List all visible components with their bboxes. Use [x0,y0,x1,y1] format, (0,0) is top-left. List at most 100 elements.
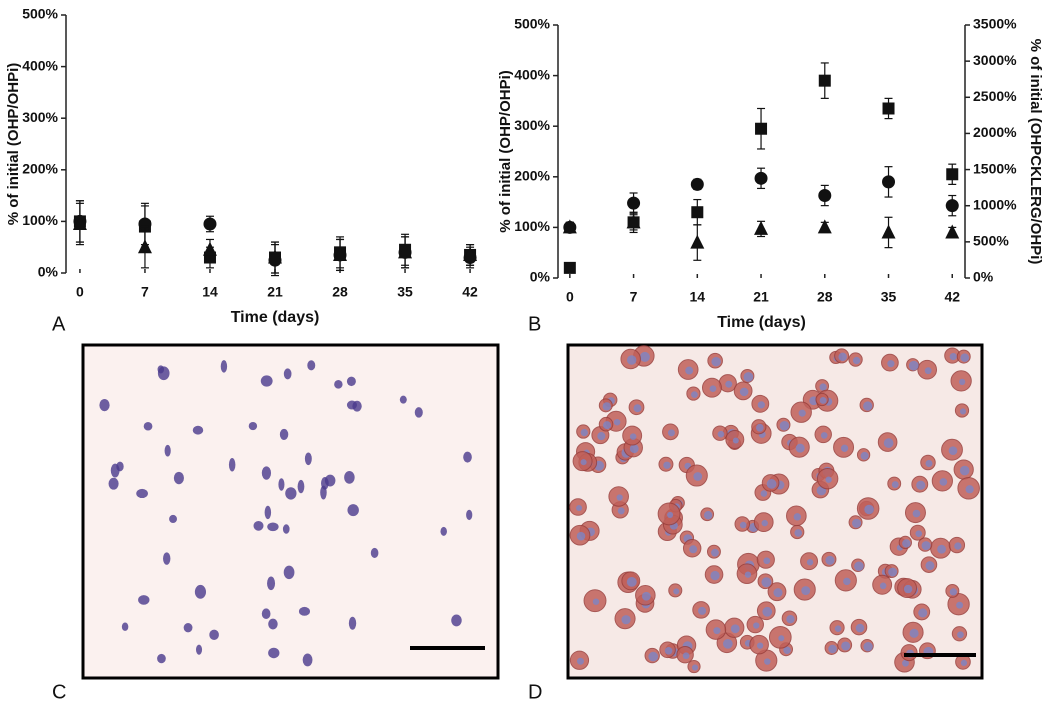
nucleus [863,642,873,652]
marker-circle [203,217,217,231]
nucleus [183,622,193,633]
nucleus [722,638,733,649]
marker-square [818,74,831,87]
y-tick-label: 500% [514,16,550,32]
nucleus [957,631,964,639]
marker-square [882,102,895,115]
nucleus [173,471,184,485]
nucleus [915,530,923,538]
nucleus [195,644,203,655]
nucleus [143,422,153,431]
marker-triangle [137,239,152,254]
nucleus [709,385,717,393]
nucleus [278,478,285,491]
x-tick-label: 7 [630,289,638,305]
marker-circle [945,199,959,213]
nucleus [99,399,110,412]
x-axis-label: Time (days) [231,309,320,326]
nucleus [773,588,783,598]
nucleus [838,352,847,362]
nucleus [664,646,673,655]
marker-circle [882,175,896,189]
marker-triangle [817,219,832,234]
nucleus [693,472,703,481]
nucleus [903,584,913,594]
nucleus [399,395,407,404]
marker-circle [138,217,152,231]
nucleus [755,423,764,432]
nucleus [163,552,171,565]
marker-triangle [690,234,705,249]
nucleus [854,561,864,572]
x-tick-label: 42 [944,289,960,305]
nucleus [925,561,935,571]
nucleus [320,485,327,500]
x-tick-label: 0 [566,289,574,305]
nucleus [209,629,219,641]
nucleus [157,653,166,664]
nucleus [346,400,357,410]
x-axis-label: Time (days) [717,314,806,331]
nucleus [783,646,791,654]
x-tick-label: 42 [462,284,478,300]
y-axis-label: % of initial (OHP/OHPi) [497,70,514,233]
nucleus [629,444,639,454]
nucleus [763,557,771,565]
marker-square [946,168,959,181]
nucleus [228,457,236,472]
nucleus [268,618,278,630]
nucleus [324,474,336,487]
nucleus [580,459,587,466]
panel-label: C [52,681,66,703]
nucleus [912,509,921,518]
nucleus [297,479,305,494]
nucleus [840,444,849,452]
nucleus [689,545,698,554]
nucleus [682,652,690,660]
nucleus [863,401,873,411]
nucleus [888,567,898,577]
nucleus [711,548,719,557]
marker-triangle [333,246,348,261]
nucleus [743,372,754,382]
nucleus [794,529,803,537]
marker-triangle [463,246,478,261]
nucleus [855,623,865,633]
nucleus [960,353,970,362]
nucleus [717,430,725,438]
nucleus [909,628,919,638]
y-tick-label: 400% [22,57,58,73]
marker-triangle [562,219,577,234]
nucleus [939,478,948,486]
y-tick-label: 200% [22,161,58,177]
nucleus [819,397,827,404]
y-tick-label: 0% [530,269,551,285]
marker-triangle [72,215,87,230]
nucleus [597,432,606,441]
nucleus [828,644,837,654]
nucleus [879,582,887,590]
nucleus [795,443,805,453]
nucleus [639,351,650,362]
x-tick-label: 35 [397,284,413,300]
nucleus [852,356,861,365]
y-tick-label: 300% [22,109,58,125]
nucleus [138,595,150,605]
nucleus [887,360,895,368]
nucleus [641,591,651,601]
nucleus [725,380,733,388]
nucleus [949,588,958,596]
nucleus [344,471,355,484]
nucleus [267,522,279,532]
nucleus [466,509,473,521]
nucleus [629,433,637,440]
y2-tick-label: 3500% [973,16,1017,32]
nucleus [860,451,869,460]
nucleus [621,615,631,625]
nucleus [261,466,272,480]
nucleus [121,622,129,631]
nucleus [440,526,447,536]
nucleus [648,651,659,662]
nucleus [220,360,228,373]
y2-tick-label: 2000% [973,124,1017,140]
